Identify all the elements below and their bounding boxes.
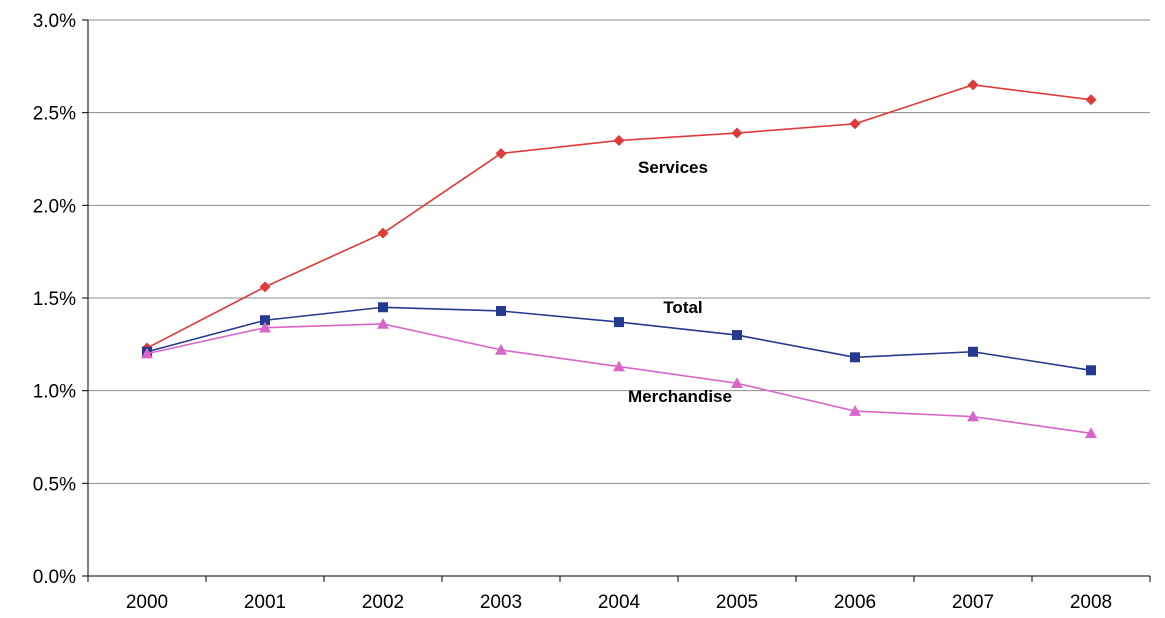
data-point-diamond: [731, 127, 743, 139]
data-point-diamond: [613, 134, 625, 146]
data-point-diamond: [377, 227, 389, 239]
x-tick-label: 2007: [952, 592, 994, 613]
data-point-square: [850, 352, 860, 363]
x-tick-label: 2002: [362, 592, 404, 613]
data-point-triangle: [849, 405, 861, 416]
data-point-square: [732, 330, 742, 341]
data-point-diamond: [967, 79, 979, 91]
y-tick-label: 1.5%: [33, 289, 76, 310]
x-tick-label: 2008: [1070, 592, 1112, 613]
data-point-square: [1086, 365, 1096, 376]
series-total: [142, 302, 1096, 376]
series-lines: [141, 79, 1097, 439]
data-point-triangle: [141, 347, 153, 359]
data-point-triangle: [259, 321, 271, 333]
series-line-services: [146, 84, 1092, 349]
series-merchandise: [141, 317, 1097, 439]
data-point-square: [378, 302, 388, 313]
x-tick-label: 2003: [480, 592, 522, 613]
x-tick-label: 2005: [716, 592, 758, 613]
series-label-total: Total: [663, 298, 702, 317]
x-tick-label: 2000: [126, 592, 168, 613]
data-point-triangle: [377, 317, 389, 329]
labels: 0.0% 0.5% 1.0% 1.5% 2.0% 2.5% 3.0% 2000 2001 2002…: [33, 11, 1112, 613]
y-tick-label: 3.0%: [33, 11, 76, 32]
series-line-merchandise: [146, 323, 1092, 435]
x-tick-label: 2004: [598, 592, 641, 613]
series-label-services: Services: [638, 158, 708, 177]
x-tick-label: 2006: [834, 592, 876, 613]
data-point-triangle: [495, 343, 507, 355]
data-point-triangle: [731, 377, 743, 389]
axes: [82, 19, 1151, 582]
data-point-square: [968, 346, 978, 357]
data-point-diamond: [495, 147, 507, 159]
y-tick-label: 0.0%: [33, 567, 76, 588]
y-tick-label: 2.5%: [33, 104, 76, 125]
gridlines: [88, 19, 1150, 484]
data-point-diamond: [259, 281, 271, 293]
data-point-triangle: [1085, 427, 1097, 439]
data-point-square: [614, 317, 624, 328]
data-point-triangle: [613, 360, 625, 372]
y-tick-label: 2.0%: [33, 196, 76, 217]
series-services: [141, 79, 1097, 354]
series-label-merchandise: Merchandise: [628, 387, 732, 406]
data-point-square: [496, 305, 506, 316]
y-tick-label: 1.0%: [33, 382, 76, 403]
data-point-triangle: [967, 410, 979, 422]
y-tick-label: 0.5%: [33, 474, 76, 495]
data-point-diamond: [849, 118, 861, 130]
x-tick-label: 2001: [244, 592, 286, 613]
data-point-square: [260, 315, 270, 326]
data-point-diamond: [1085, 94, 1097, 106]
